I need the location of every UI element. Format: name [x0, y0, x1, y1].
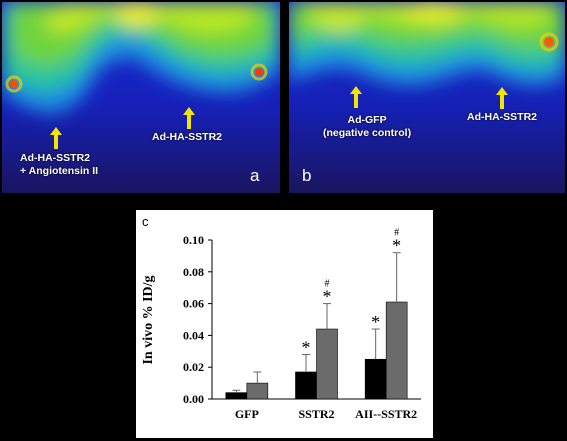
bar — [364, 358, 387, 400]
significance-star: * — [392, 236, 401, 256]
label-line: (negative control) — [323, 127, 412, 139]
panel-letter-b: b — [302, 166, 312, 185]
arrow-up-icon — [183, 107, 195, 129]
y-tick-label: 0.10 — [183, 233, 204, 247]
significance-star: * — [302, 337, 311, 357]
significance-star: * — [371, 312, 380, 332]
label-line: + Angiotensin II — [20, 165, 99, 177]
y-tick-label: 0.02 — [183, 360, 204, 374]
x-category-label: AII--SSTR2 — [355, 407, 417, 421]
significance-star: * — [323, 287, 332, 307]
significance-hash: # — [394, 228, 399, 239]
bar — [385, 301, 408, 400]
bar — [295, 371, 317, 400]
label-sstr2: Ad-HA-SSTR2 — [467, 111, 537, 123]
label-line: Ad-GFP — [347, 114, 387, 126]
arrow-up-icon — [496, 87, 508, 109]
bar — [225, 392, 248, 400]
image-panel-a: Ad-HA-SSTR2 + Angiotensin II Ad-HA-SSTR2… — [2, 2, 280, 193]
image-panel-b: Ad-GFP (negative control) Ad-HA-SSTR2 b — [289, 2, 565, 193]
y-axis-label: In vivo % ID/g — [141, 275, 156, 364]
label-gfp-control: Ad-GFP (negative control) — [323, 114, 411, 140]
bar — [316, 328, 338, 400]
label-sstr2-angiotensin: Ad-HA-SSTR2 + Angiotensin II — [20, 152, 98, 178]
arrow-up-icon — [350, 86, 362, 108]
bar — [246, 382, 269, 400]
label-line: Ad-HA-SSTR2 — [20, 152, 90, 164]
label-sstr2: Ad-HA-SSTR2 — [152, 131, 222, 143]
significance-hash: # — [325, 279, 330, 290]
y-tick-label: 0.08 — [183, 265, 204, 279]
bar-chart: c In vivo % ID/g 0.00 0.02 0.04 0.06 0.08 0.1… — [141, 214, 421, 421]
x-category-label: SSTR2 — [298, 407, 334, 421]
panel-letter-c: c — [142, 214, 149, 229]
heatmap-image-b — [289, 2, 565, 193]
heatmap-image-a — [2, 2, 280, 193]
panel-letter-a: a — [250, 166, 260, 185]
y-tick-label: 0.04 — [183, 328, 204, 342]
bar-chart-panel-c: c In vivo % ID/g 0.00 0.02 0.04 0.06 0.08 0.1… — [136, 210, 433, 438]
arrow-up-icon — [50, 127, 62, 149]
y-tick-label: 0.06 — [183, 297, 204, 311]
y-tick-label: 0.00 — [183, 392, 204, 406]
x-category-label: GFP — [235, 407, 259, 421]
